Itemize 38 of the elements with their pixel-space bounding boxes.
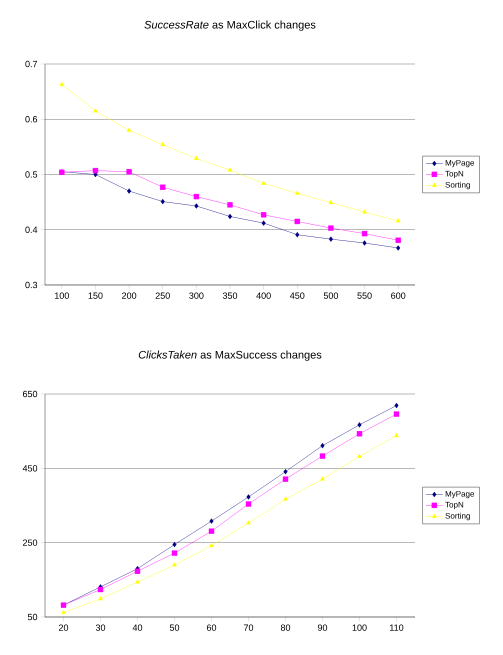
legend-label: MyPage — [446, 491, 474, 498]
legend-label: TopN — [445, 170, 464, 178]
y-tick-label: 250 — [22, 539, 38, 546]
x-tick-label: 150 — [88, 292, 103, 299]
y-tick-label: 450 — [22, 465, 38, 472]
chart-title: SuccessRate as MaxClick changes — [144, 20, 316, 31]
x-tick-label: 550 — [357, 292, 372, 299]
x-tick-label: 30 — [96, 624, 106, 631]
y-tick-label: 0.3 — [25, 282, 38, 288]
x-tick-label: 200 — [122, 292, 136, 299]
legend-label: MyPage — [446, 160, 474, 168]
x-tick-label: 80 — [280, 624, 290, 631]
x-tick-label: 90 — [318, 624, 328, 631]
x-tick-label: 20 — [58, 624, 68, 631]
x-tick-label: 600 — [391, 292, 406, 299]
x-tick-label: 50 — [170, 624, 180, 631]
x-tick-label: 250 — [156, 292, 170, 299]
x-tick-label: 60 — [206, 624, 216, 631]
legend-label: Sorting — [445, 512, 470, 520]
y-tick-label: 0.5 — [25, 171, 38, 178]
x-tick-label: 400 — [256, 292, 271, 299]
x-tick-label: 300 — [189, 292, 204, 299]
x-tick-label: 40 — [132, 624, 142, 631]
x-tick-label: 500 — [324, 292, 338, 299]
y-tick-label: 650 — [22, 390, 38, 398]
x-tick-label: 450 — [290, 292, 304, 299]
y-tick-label: 0.6 — [25, 116, 38, 122]
chart-title: ClicksTaken as MaxSuccess changes — [138, 350, 322, 361]
y-tick-label: 0.7 — [25, 60, 38, 68]
legend-label: TopN — [445, 502, 464, 510]
y-tick-label: 0.4 — [25, 226, 38, 233]
legend-label: Sorting — [445, 182, 470, 190]
x-tick-label: 100 — [352, 624, 367, 631]
y-tick-label: 50 — [28, 614, 38, 620]
x-tick-label: 110 — [390, 624, 404, 631]
x-tick-label: 100 — [55, 292, 69, 299]
x-tick-label: 350 — [222, 292, 238, 299]
x-tick-label: 70 — [244, 624, 254, 631]
